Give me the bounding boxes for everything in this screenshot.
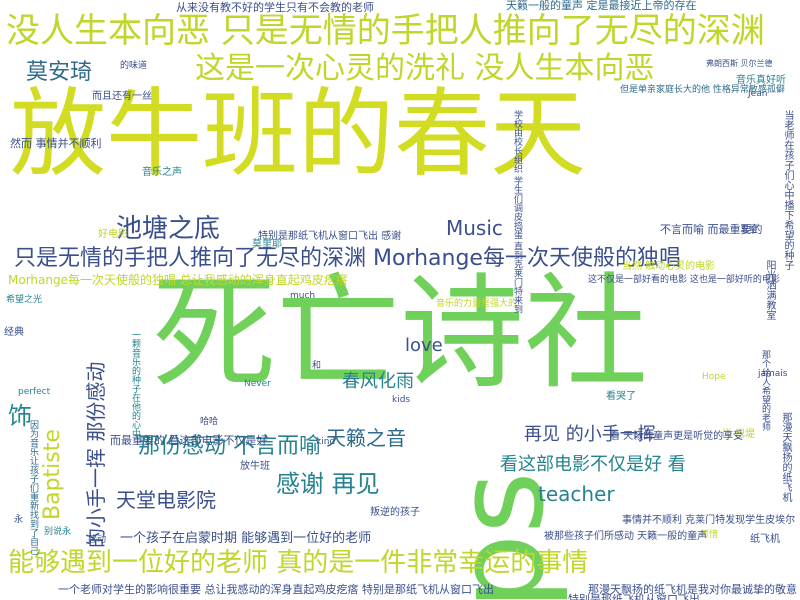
word-hand-wave: 的小手一挥 那份感动 — [84, 361, 108, 548]
word-love: love — [405, 335, 443, 356]
word-cute: 可惜 — [700, 530, 719, 540]
word-good-movie: 好电影 — [98, 229, 128, 240]
word-hahe: 哈哈 — [200, 417, 219, 427]
word-touching: 当然 触动心灵的电影 — [622, 261, 716, 272]
word-biechuo: 别说永 — [44, 527, 72, 537]
word-things-not: 事情并不顺利 克莱门特发现学生皮埃尔 — [622, 515, 796, 526]
word-not-words: 不言而喻 而最重要的 — [660, 223, 763, 236]
word-vertical-1: 学校由校长组织 学生们调皮捣蛋 直到克莱门特来到 — [512, 110, 522, 314]
word-heaven-voice-enjoy: 看 天籁的童声更是听觉的享受 — [610, 431, 744, 442]
word-fuheiwei: 弗朗西斯 贝尔兰德 — [706, 59, 773, 68]
word-line-1: 没人生本向恶 只是无情的手把人推向了无尽的深渊 — [6, 11, 765, 51]
word-music-true: 音乐真好听 — [736, 75, 786, 86]
word-bottom-1: 一个老师对学生的影响很重要 总让我感动的浑身直起鸡皮疙瘩 特别是那纸飞机从窗口飞… — [58, 583, 494, 596]
word-vertical-5: 因为音乐让孩子们重新找到了自己 — [28, 420, 38, 555]
word-fangniu-spring: 放牛班的春天 — [10, 78, 586, 190]
word-beautiful-child: 被那些孩子们所感动 天籁一般的童声 — [544, 531, 708, 542]
word-mo-anqi: 莫安琦 — [26, 60, 93, 85]
word-pierre: 尚 巴堤 — [722, 429, 756, 440]
word-heaven-sound: 天籁之音 — [326, 426, 406, 450]
word-shi: 饰 — [8, 402, 32, 430]
word-beyond: 而且还有一丝 — [92, 91, 152, 102]
word-ganlong: 感动 — [88, 535, 107, 545]
word-vertical-7: 那个给人希望的老师 — [760, 350, 770, 431]
word-top-2: 天籁一般的童声 定是最接近上帝的存在 — [506, 0, 697, 12]
word-teacher: teacher — [538, 482, 615, 506]
word-that-feeling: 那份感动 不言而喻 — [138, 434, 321, 459]
word-baptiste: Baptiste — [40, 429, 65, 520]
word-vertical-4: 当老师在孩子们心中播下希望的种子 — [782, 110, 793, 270]
word-morhe: 莫里耶 — [252, 239, 282, 250]
word-most-important: 而最重要的 看这部电影不仅是好 — [110, 434, 268, 447]
word-however: 然而 事情并不顺利 — [10, 137, 102, 150]
word-rebel-kid: 叛逆的孩子 — [370, 507, 420, 518]
word-paper-plane-2: 特别是那纸飞机从窗口飞出 — [568, 593, 700, 600]
word-hope-light: 希望之光 — [6, 295, 43, 305]
word-fish-taste: 的味道 — [120, 61, 148, 71]
word-five-star: 五星 — [740, 225, 759, 235]
word-spring-rain: 春风化雨 — [342, 371, 414, 392]
word-fanfang: 放牛班 — [240, 461, 270, 472]
word-never: Never — [244, 379, 271, 389]
word-paper-airplane: 纸飞机 — [750, 534, 780, 545]
word-jean: Jean — [748, 89, 768, 99]
word-pond-bottom: 池塘之底 — [116, 214, 221, 244]
word-paper-plane: 特别是那纸飞机从窗口飞出 感谢 — [258, 231, 402, 242]
word-much: much — [290, 291, 316, 301]
word-he: 和 — [312, 361, 322, 371]
word-classic: 经典 — [4, 327, 24, 338]
word-perfect: perfect — [18, 387, 51, 397]
word-kind: kind — [316, 437, 336, 447]
word-kids: kids — [392, 395, 411, 405]
word-top-1: 从来没有教不好的学生只有不会教的老师 — [176, 1, 374, 14]
word-yong: 永 — [14, 515, 24, 525]
word-music-voice: 音乐之声 — [142, 167, 182, 178]
word-hope: Hope — [702, 372, 726, 382]
word-not-only: 这不仅是一部好看的电影 这也是一部好听的电影 — [588, 275, 780, 285]
word-child-awaken: 一个孩子在启蒙时期 能够遇到一位好的老师 — [120, 531, 372, 546]
word-vertical-3: 那漫天飘扬的纸飞机 — [780, 412, 791, 502]
word-moved-cry: 看哭了 — [606, 391, 636, 402]
word-music-power: 音乐的力量是强大的 — [436, 299, 518, 309]
word-line-3: 只是无情的手把人推向了无尽的深渊 Morhange每一次天使般的独唱 — [14, 246, 681, 271]
word-goodbye-wave: 再见 的小手一挥 — [524, 424, 656, 445]
word-not-just-good: 看这部电影不仅是好 看 — [500, 454, 686, 475]
word-line-5: 能够遇到一位好的老师 真的是一件非常幸运的事情 — [8, 548, 589, 578]
word-cinema-paradiso: 天堂电影院 — [116, 488, 216, 512]
word-jamais: jamais — [758, 369, 788, 379]
word-line-4: Morhange每一次天使般的独唱 总让我感动的浑身直起鸡皮疙瘩 — [8, 273, 348, 287]
word-but-poor: 但是单亲家庭长大的他 性格异常敏感孤僻 — [620, 85, 785, 95]
word-bottom-2: 那漫天飘扬的纸飞机是我对你最诚挚的敬意 — [588, 583, 797, 596]
word-vertical-6: 一颗音乐的种子在他的心中 — [130, 330, 140, 438]
word-vertical-2: 阳光洒满教室 — [764, 260, 775, 320]
word-dead-poets: 死亡诗社 — [152, 262, 649, 406]
word-line-2: 这是一次心灵的洗礼 没人生本向恶 — [195, 51, 655, 86]
word-music: Music — [446, 216, 503, 240]
word-thanks-bye: 感谢 再见 — [276, 470, 380, 498]
